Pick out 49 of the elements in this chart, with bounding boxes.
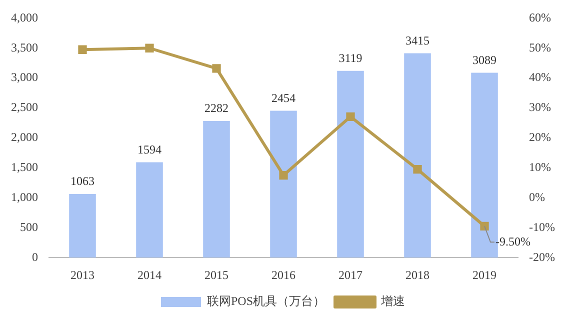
y-tick-label: 500 (20, 220, 38, 234)
legend-label: 增速 (380, 294, 406, 308)
y-tick-label: 0 (32, 250, 38, 264)
y2-tick-label: 50% (529, 40, 552, 54)
y2-tick-label: 60% (529, 10, 552, 24)
point (413, 164, 422, 174)
point (212, 64, 221, 73)
point (346, 112, 355, 121)
point (145, 44, 154, 52)
data-label: 2454 (272, 90, 296, 105)
point (279, 170, 288, 180)
y2-tick-label: 0% (529, 190, 546, 204)
bar (136, 162, 163, 258)
bar (337, 70, 364, 258)
y-tick-label: 3,500 (11, 40, 38, 54)
x-tick-label: 2015 (204, 268, 229, 282)
x-tick-label: 2019 (472, 268, 497, 282)
y-tick-label: 3,000 (11, 70, 38, 84)
point (78, 45, 87, 54)
x-tick-label: 2014 (138, 268, 162, 282)
x-tick-label: 2013 (70, 268, 94, 282)
bar (69, 194, 96, 258)
y-tick-label: 4,000 (11, 10, 38, 24)
data-label: 3119 (338, 51, 362, 66)
legend-label: 联网POS机具（万台） (206, 294, 326, 308)
data-label: 1594 (138, 142, 162, 156)
data-label: 3415 (406, 33, 430, 48)
y2-tick-label: 20% (529, 130, 552, 144)
annotation: -9.50% (496, 234, 531, 248)
x-tick-label: 2016 (272, 268, 296, 282)
bar (471, 72, 498, 258)
data-label: 1063 (70, 174, 94, 188)
y2-tick-label: 10% (529, 160, 552, 174)
y2-tick-label: 40% (529, 70, 552, 84)
point (480, 222, 489, 231)
y-tick-label: 2,500 (11, 100, 38, 114)
data-label: 3089 (472, 52, 497, 67)
bar (404, 53, 431, 258)
y-tick-label: 1,000 (11, 190, 38, 204)
y2-tick-label: 30% (529, 100, 552, 114)
x-tick-label: 2018 (406, 268, 430, 282)
data-label: 2282 (204, 101, 229, 116)
bar (203, 121, 230, 258)
bar (270, 110, 297, 258)
y-tick-label: 1,500 (11, 160, 38, 174)
y2-tick-label: -20% (529, 250, 556, 264)
y2-tick-label: -10% (529, 220, 556, 234)
y-tick-label: 2,000 (11, 130, 38, 144)
x-tick-label: 2017 (338, 268, 363, 282)
